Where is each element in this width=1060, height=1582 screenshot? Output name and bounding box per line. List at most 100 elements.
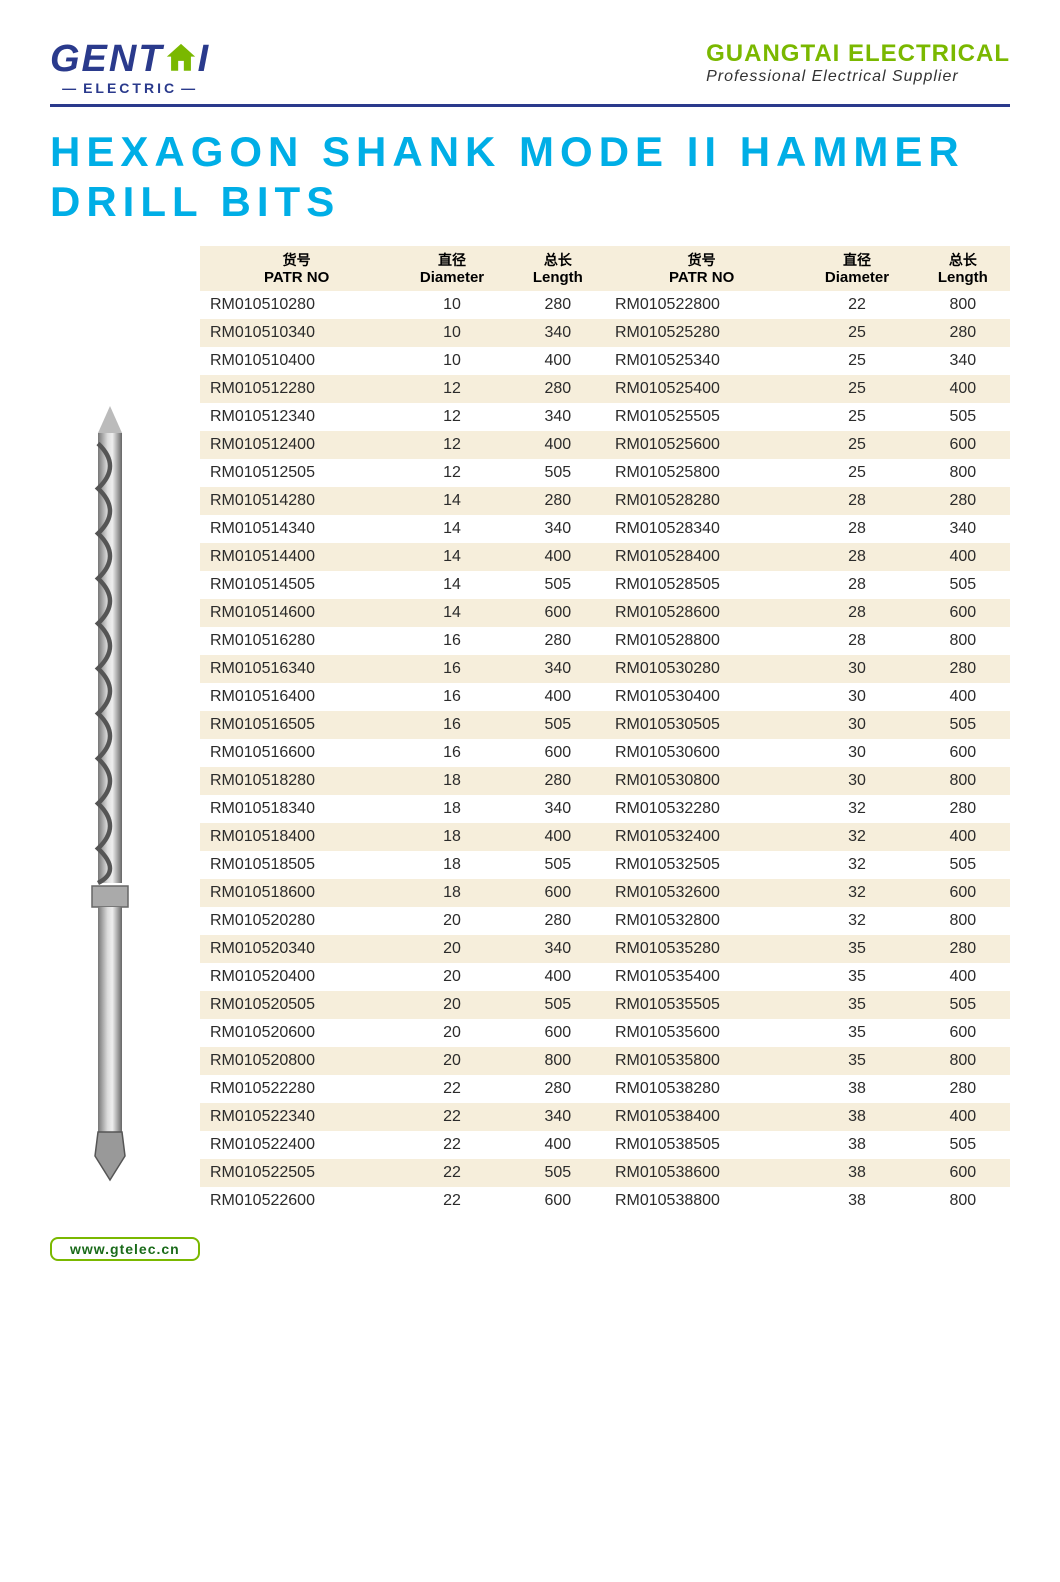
- table-cell: RM010532800: [605, 907, 798, 935]
- table-row: RM01051234012340RM01052550525505: [200, 403, 1010, 431]
- table-cell: 340: [916, 515, 1010, 543]
- table-cell: 10: [393, 347, 510, 375]
- table-cell: 18: [393, 879, 510, 907]
- table-cell: RM010516600: [200, 739, 393, 767]
- table-cell: RM010514400: [200, 543, 393, 571]
- table-cell: 800: [511, 1047, 605, 1075]
- table-cell: RM010522505: [200, 1159, 393, 1187]
- table-cell: RM010525600: [605, 431, 798, 459]
- table-cell: 600: [511, 1187, 605, 1215]
- table-cell: 400: [916, 375, 1010, 403]
- table-row: RM01051460014600RM01052860028600: [200, 599, 1010, 627]
- table-cell: 10: [393, 319, 510, 347]
- table-cell: 14: [393, 515, 510, 543]
- table-cell: RM010522340: [200, 1103, 393, 1131]
- table-cell: RM010532505: [605, 851, 798, 879]
- table-cell: 505: [511, 711, 605, 739]
- table-cell: 340: [511, 515, 605, 543]
- table-cell: 505: [916, 1131, 1010, 1159]
- table-cell: 30: [798, 711, 915, 739]
- table-cell: 22: [393, 1131, 510, 1159]
- table-cell: RM010525800: [605, 459, 798, 487]
- table-row: RM01051834018340RM01053228032280: [200, 795, 1010, 823]
- table-row: RM01051040010400RM01052534025340: [200, 347, 1010, 375]
- table-cell: RM010535505: [605, 991, 798, 1019]
- table-row: RM01051850518505RM01053250532505: [200, 851, 1010, 879]
- table-cell: 38: [798, 1075, 915, 1103]
- table-cell: RM010514340: [200, 515, 393, 543]
- table-cell: 20: [393, 1019, 510, 1047]
- table-cell: RM010530505: [605, 711, 798, 739]
- table-row: RM01051828018280RM01053080030800: [200, 767, 1010, 795]
- table-body: RM01051028010280RM01052280022800RM010510…: [200, 291, 1010, 1215]
- table-cell: 400: [511, 823, 605, 851]
- table-cell: 800: [916, 459, 1010, 487]
- table-cell: 20: [393, 963, 510, 991]
- table-cell: 800: [916, 1187, 1010, 1215]
- logo-right: GUANGTAI ELECTRICAL Professional Electri…: [706, 40, 1010, 86]
- table-row: RM01051028010280RM01052280022800: [200, 291, 1010, 319]
- table-cell: RM010538280: [605, 1075, 798, 1103]
- table-cell: 400: [916, 823, 1010, 851]
- table-cell: 28: [798, 543, 915, 571]
- table-cell: 38: [798, 1159, 915, 1187]
- table-cell: 28: [798, 599, 915, 627]
- table-cell: 18: [393, 851, 510, 879]
- table-cell: 505: [511, 459, 605, 487]
- table-cell: 400: [916, 543, 1010, 571]
- table-cell: 25: [798, 459, 915, 487]
- table-cell: RM010535280: [605, 935, 798, 963]
- table-cell: 340: [511, 1103, 605, 1131]
- page-header: GENT I ELECTRIC GUANGTAI ELECTRICAL Prof…: [50, 40, 1010, 107]
- logo-sub: ELECTRIC: [50, 80, 210, 96]
- spec-table: 货号PATR NO直径Diameter总长Length货号PATR NO直径Di…: [200, 246, 1010, 1215]
- table-cell: 280: [511, 375, 605, 403]
- table-cell: 35: [798, 1019, 915, 1047]
- table-cell: 505: [916, 711, 1010, 739]
- table-cell: RM010528600: [605, 599, 798, 627]
- table-cell: RM010510400: [200, 347, 393, 375]
- table-row: RM01051034010340RM01052528025280: [200, 319, 1010, 347]
- column-header: 总长Length: [916, 246, 1010, 291]
- table-row: RM01052240022400RM01053850538505: [200, 1131, 1010, 1159]
- table-cell: 38: [798, 1103, 915, 1131]
- table-cell: RM010520505: [200, 991, 393, 1019]
- table-cell: RM010522280: [200, 1075, 393, 1103]
- table-cell: RM010532280: [605, 795, 798, 823]
- table-cell: RM010520600: [200, 1019, 393, 1047]
- table-row: RM01051640016400RM01053040030400: [200, 683, 1010, 711]
- table-cell: 800: [916, 627, 1010, 655]
- table-row: RM01051228012280RM01052540025400: [200, 375, 1010, 403]
- table-cell: 12: [393, 459, 510, 487]
- table-cell: RM010532600: [605, 879, 798, 907]
- table-cell: RM010512340: [200, 403, 393, 431]
- table-cell: 400: [916, 683, 1010, 711]
- table-cell: 800: [916, 767, 1010, 795]
- table-cell: RM010530400: [605, 683, 798, 711]
- table-cell: 38: [798, 1187, 915, 1215]
- table-row: RM01051634016340RM01053028030280: [200, 655, 1010, 683]
- table-row: RM01051240012400RM01052560025600: [200, 431, 1010, 459]
- logo-main: GENT I: [50, 40, 210, 78]
- table-cell: RM010530800: [605, 767, 798, 795]
- logo-left: GENT I ELECTRIC: [50, 40, 210, 96]
- logo-text-1: GENT: [50, 38, 164, 80]
- table-cell: 340: [511, 935, 605, 963]
- table-cell: 30: [798, 767, 915, 795]
- table-cell: 16: [393, 683, 510, 711]
- table-cell: 505: [916, 991, 1010, 1019]
- column-header: 货号PATR NO: [605, 246, 798, 291]
- table-cell: 340: [511, 319, 605, 347]
- table-cell: 800: [916, 291, 1010, 319]
- table-cell: 10: [393, 291, 510, 319]
- table-cell: RM010535800: [605, 1047, 798, 1075]
- table-cell: RM010525340: [605, 347, 798, 375]
- table-cell: 22: [393, 1103, 510, 1131]
- table-cell: 38: [798, 1131, 915, 1159]
- table-cell: 20: [393, 991, 510, 1019]
- table-cell: RM010516400: [200, 683, 393, 711]
- table-cell: 35: [798, 991, 915, 1019]
- column-header: 直径Diameter: [798, 246, 915, 291]
- table-row: RM01051250512505RM01052580025800: [200, 459, 1010, 487]
- table-cell: RM010522400: [200, 1131, 393, 1159]
